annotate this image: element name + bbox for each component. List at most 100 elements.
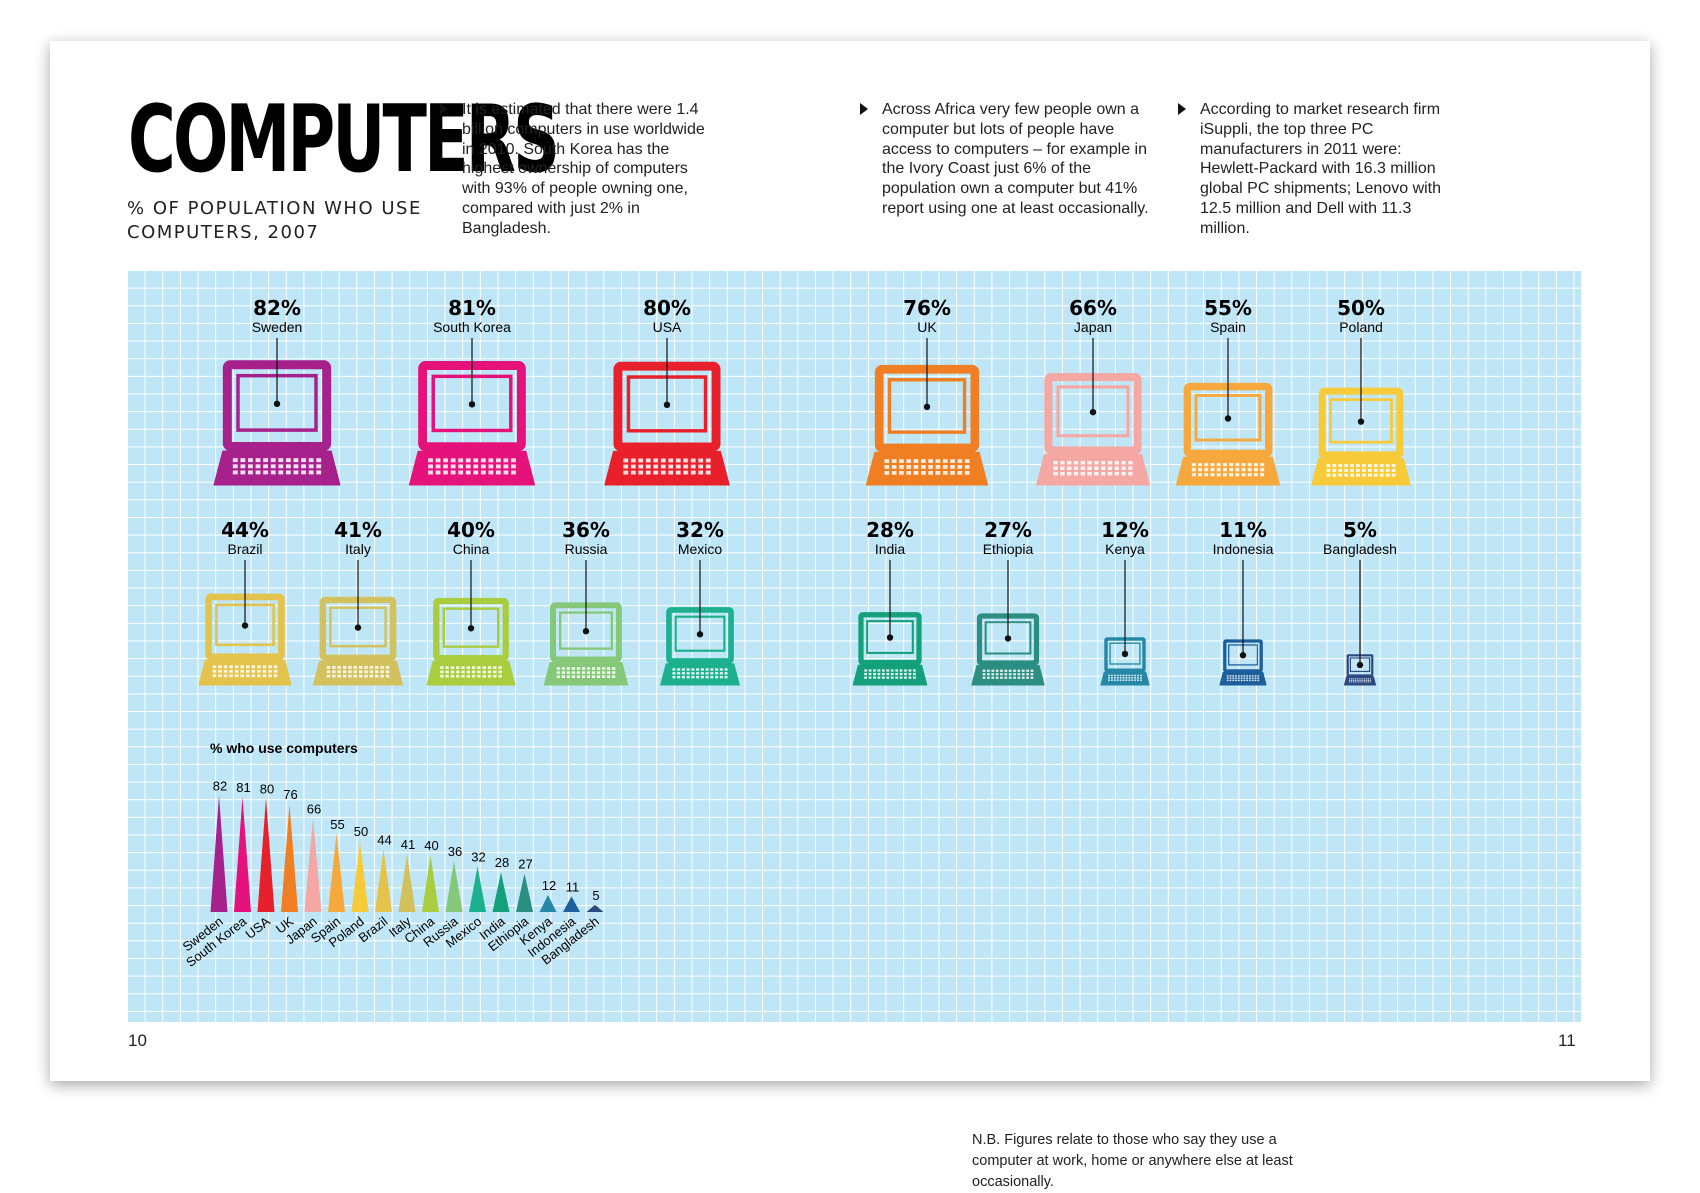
laptop-key (1344, 473, 1349, 477)
laptop-key (1362, 468, 1366, 472)
laptop-key (581, 675, 586, 678)
percent-label: 11% (1219, 518, 1267, 542)
laptop-south-korea: 81%South Korea (408, 296, 536, 486)
laptop-icon-chart: 82%Sweden 81%South Korea 80%USA 76%UK 66%Jap… (198, 296, 1411, 686)
laptop-key (612, 667, 616, 670)
laptop-key (466, 666, 471, 670)
laptop-key (928, 465, 933, 469)
laptop-key (601, 667, 606, 670)
laptop-sweden: 82%Sweden (213, 296, 341, 486)
laptop-key (1004, 676, 1008, 679)
laptop-key (696, 672, 700, 675)
laptop-key (1229, 473, 1234, 477)
laptop-key (1060, 471, 1065, 476)
percent-label: 82% (253, 296, 301, 320)
laptop-key (1101, 466, 1106, 470)
laptop-key (1013, 669, 1016, 672)
laptop-key (705, 668, 709, 671)
laptop-key (1243, 679, 1246, 682)
bar-kenya (539, 894, 557, 912)
laptop-key (263, 470, 269, 475)
laptop-key (1111, 674, 1113, 677)
laptop-key (465, 458, 471, 463)
bar-usa (257, 798, 275, 912)
laptop-key (1021, 676, 1025, 679)
laptop-key (385, 670, 390, 674)
laptop-key (1356, 681, 1358, 683)
laptop-key (1358, 679, 1360, 681)
laptop-key (1369, 681, 1371, 683)
laptop-key (273, 665, 278, 669)
laptop-key (301, 458, 306, 463)
laptop-key (255, 458, 261, 463)
laptop-key (991, 676, 995, 679)
laptop-key (576, 667, 581, 670)
bar-poland (351, 841, 369, 912)
laptop-key (886, 676, 890, 679)
laptop-key (645, 458, 651, 463)
laptop-key (1229, 675, 1232, 677)
laptop-key (630, 458, 636, 463)
laptop-key (262, 665, 267, 669)
laptop-key (705, 458, 711, 463)
laptop-key (257, 665, 261, 669)
laptop-key (1369, 678, 1371, 680)
laptop-key (223, 674, 228, 678)
laptop-key (473, 470, 479, 475)
bar-india (492, 872, 510, 912)
laptop-key (638, 458, 644, 463)
laptop-key (1358, 681, 1360, 683)
laptop-key (899, 676, 903, 679)
laptop-key (1021, 673, 1025, 676)
laptop-key (1053, 460, 1058, 465)
leader-dot (696, 631, 704, 638)
laptop-key (1385, 473, 1390, 477)
laptop-key (332, 674, 336, 678)
laptop-key (232, 464, 238, 469)
laptop-key (1222, 468, 1227, 472)
data-label-italy: 41 (401, 837, 415, 852)
laptop-key (1108, 679, 1110, 681)
leader-dot (241, 622, 249, 629)
laptop-keyboard-base (604, 450, 730, 486)
laptop-key (1235, 679, 1237, 682)
laptop-key (246, 674, 250, 678)
laptop-key (877, 676, 881, 679)
laptop-key (466, 670, 471, 674)
laptop-key (601, 671, 606, 674)
laptop-key (1358, 678, 1360, 680)
laptop-key (1101, 471, 1106, 476)
laptop-key (724, 675, 728, 679)
laptop-key (987, 676, 990, 679)
laptop-key (895, 676, 899, 679)
laptop-key (556, 675, 560, 678)
laptop-key (375, 674, 379, 678)
laptop-key (511, 464, 516, 469)
laptop-key (337, 674, 341, 678)
laptop-key (601, 675, 606, 678)
laptop-key (884, 465, 890, 469)
laptop-key (458, 464, 464, 469)
laptop-key (450, 666, 455, 670)
laptop-key (884, 470, 890, 475)
laptop-key (385, 674, 390, 678)
laptop-key (1241, 468, 1246, 472)
laptop-key (1053, 466, 1058, 470)
laptop-key (308, 464, 314, 469)
laptop-key (1241, 463, 1246, 467)
laptop-key (1257, 677, 1260, 679)
laptop-key (1254, 675, 1257, 677)
laptop-key (1191, 468, 1196, 472)
laptop-keyboard-base (1343, 676, 1377, 686)
laptop-key (571, 671, 576, 674)
laptop-key (904, 672, 907, 676)
laptop-key (928, 459, 933, 463)
laptop-key (1326, 468, 1331, 472)
laptop-key (348, 666, 352, 669)
laptop-keyboard-base (1035, 453, 1151, 486)
country-label: Spain (1210, 319, 1246, 335)
laptop-key (719, 672, 723, 675)
laptop-key (561, 675, 565, 678)
page-number-left: 10 (128, 1031, 147, 1050)
laptop-key (482, 666, 486, 670)
